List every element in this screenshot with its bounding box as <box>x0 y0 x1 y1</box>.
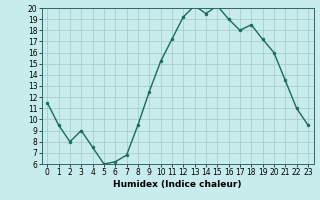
X-axis label: Humidex (Indice chaleur): Humidex (Indice chaleur) <box>113 180 242 189</box>
